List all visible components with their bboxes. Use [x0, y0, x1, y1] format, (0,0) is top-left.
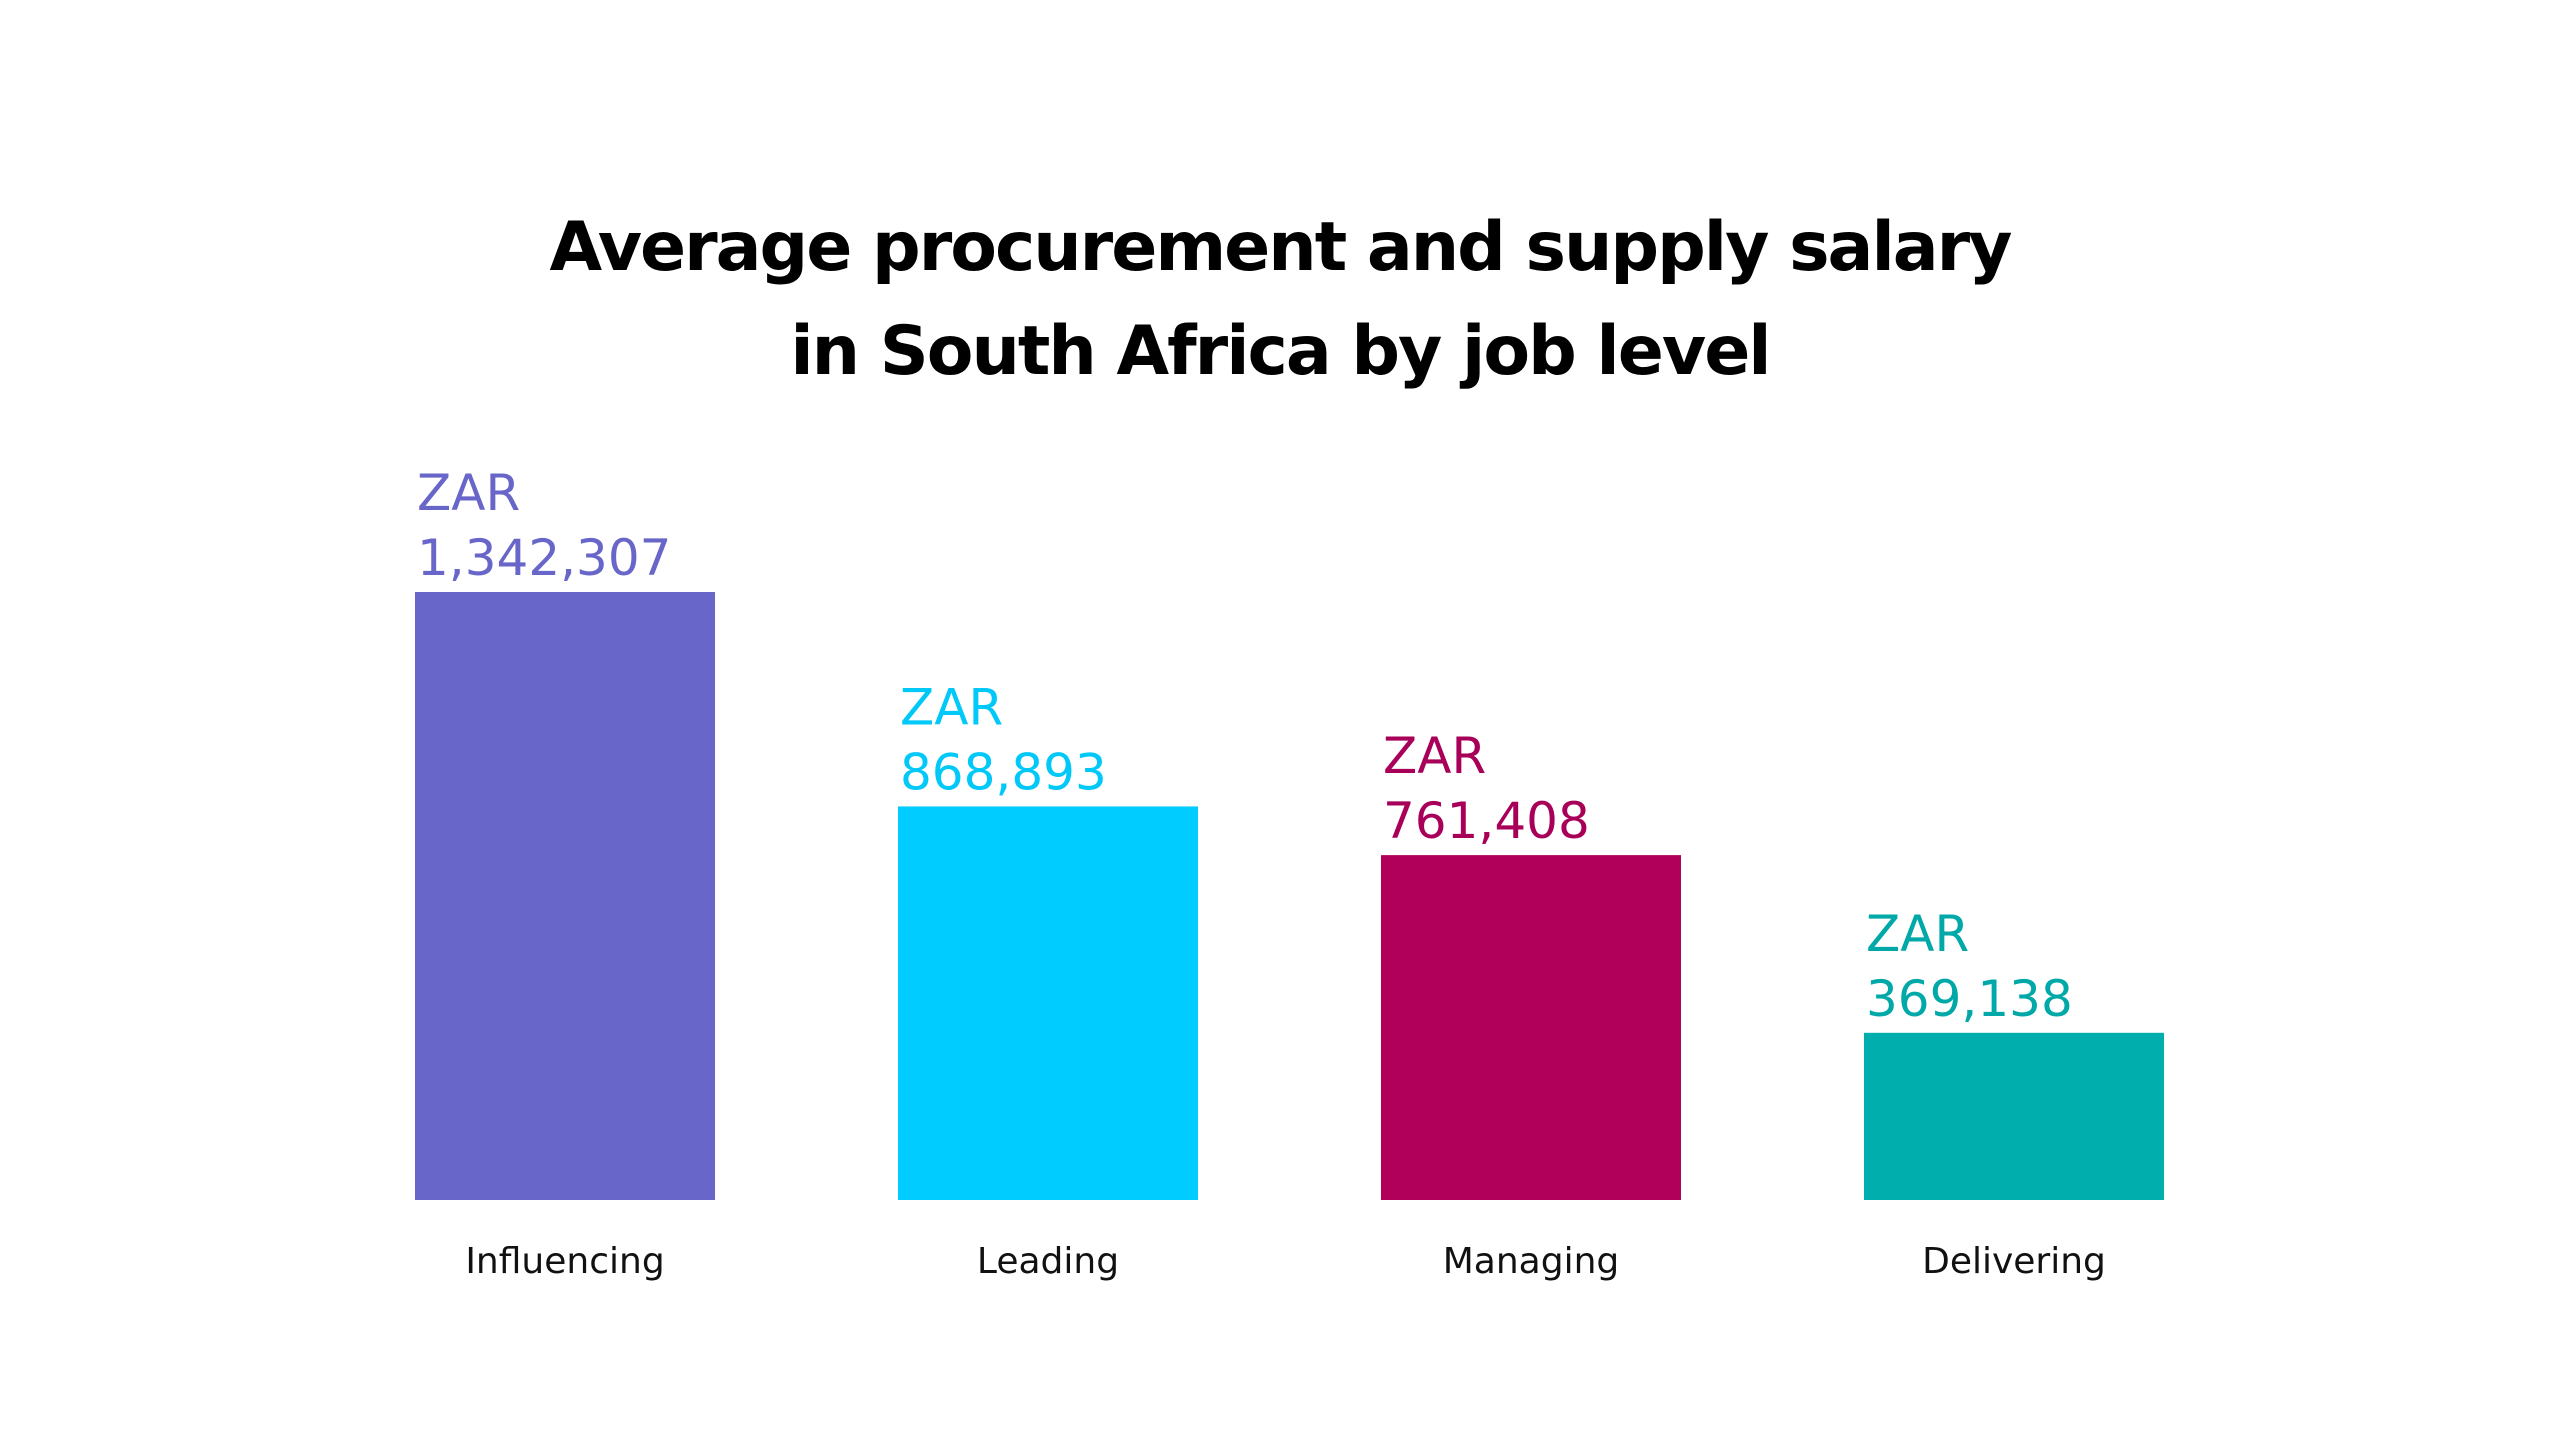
- chart-title: Average procurement and supply salary in…: [0, 196, 2560, 404]
- value-label-amount-influencing: 1,342,307: [417, 529, 671, 587]
- category-label-leading: Leading: [977, 1241, 1119, 1282]
- value-label-currency-leading: ZAR: [900, 678, 1003, 736]
- bar-influencing: [415, 592, 715, 1200]
- bar-managing: [1381, 855, 1681, 1200]
- bar-delivering: [1864, 1032, 2164, 1200]
- value-label-amount-delivering: 369,138: [1866, 970, 2073, 1028]
- category-label-influencing: Influencing: [465, 1241, 664, 1282]
- value-label-amount-leading: 868,893: [900, 743, 1107, 801]
- value-label-currency-managing: ZAR: [1383, 727, 1486, 785]
- category-label-managing: Managing: [1443, 1241, 1620, 1282]
- value-label-currency-delivering: ZAR: [1866, 905, 1969, 963]
- chart-title-line-2: in South Africa by job level: [790, 312, 1771, 391]
- bar-leading: [898, 806, 1198, 1200]
- chart-title-line-1: Average procurement and supply salary: [549, 208, 2012, 287]
- category-label-delivering: Delivering: [1922, 1241, 2106, 1282]
- value-label-currency-influencing: ZAR: [417, 464, 520, 522]
- value-label-amount-managing: 761,408: [1383, 792, 1590, 850]
